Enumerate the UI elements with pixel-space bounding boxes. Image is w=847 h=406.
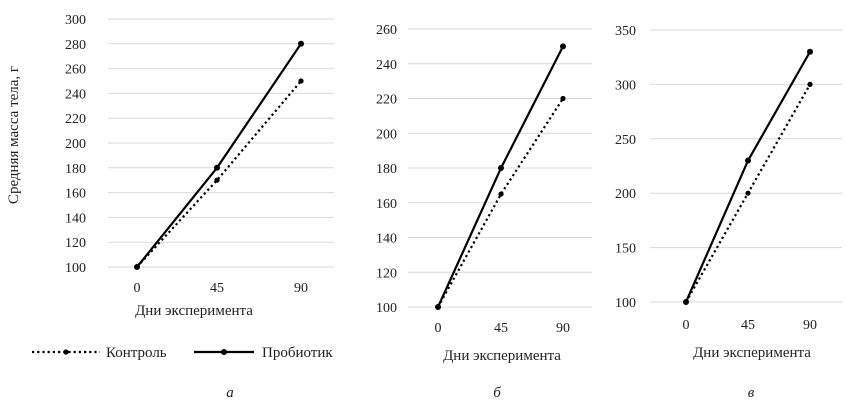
y-tick-label: 240 (65, 87, 86, 102)
data-point-control (560, 95, 566, 102)
chart-panel-b: 100 120 140 160 180 200 220 240 260 0 45 90 Дни эксп… (376, 23, 592, 401)
data-point-probiotic (683, 299, 689, 305)
data-point-probiotic (560, 43, 566, 50)
x-tick-label: 90 (803, 318, 817, 333)
y-tick-label: 260 (376, 23, 397, 38)
y-tick-label: 350 (615, 24, 636, 39)
legend-label-probiotic: Пробиотик (262, 345, 333, 361)
y-axis-title: Средняя масса тела, г (6, 66, 22, 204)
chart-panel-a: 100 120 140 160 180 200 220 240 260 280 300 0 45 90 Дн… (6, 13, 334, 401)
data-point-probiotic (214, 164, 220, 171)
y-tick-label: 300 (615, 78, 636, 93)
data-point-probiotic (745, 157, 751, 164)
x-axis-title: Дни эксперимента (693, 345, 811, 361)
data-point-probiotic (435, 304, 441, 310)
series-line-probiotic (684, 51, 811, 303)
x-axis-title: Дни эксперимента (443, 348, 561, 364)
y-tick-label: 200 (65, 137, 86, 152)
series-line-probiotic (436, 45, 564, 308)
x-tick-label: 0 (134, 281, 141, 296)
y-tick-label: 140 (376, 232, 397, 247)
data-point-probiotic (298, 40, 304, 47)
data-point-probiotic (134, 264, 140, 270)
y-tick-label: 300 (65, 13, 86, 28)
y-tick-label: 150 (615, 242, 636, 257)
y-tick-label: 280 (65, 38, 86, 53)
x-tick-label: 90 (294, 281, 308, 296)
y-tick-label: 220 (65, 112, 86, 127)
chart-panel-v: 100 150 200 250 300 350 0 45 90 Дни эксперимента в (615, 24, 842, 401)
y-tick-label: 180 (376, 162, 397, 177)
data-point-control (745, 190, 751, 196)
legend-marker-control (63, 349, 69, 355)
x-tick-label: 90 (556, 321, 570, 336)
chart-panels: 100 120 140 160 180 200 220 240 260 280 300 0 45 90 Дн… (6, 13, 842, 401)
legend-item-probiotic: Пробиотик (194, 345, 333, 361)
data-point-control (298, 78, 304, 84)
y-tick-label: 200 (376, 127, 397, 142)
series-line-control (437, 97, 564, 308)
y-tick-label: 120 (65, 236, 86, 251)
y-tick-label: 100 (65, 261, 86, 276)
y-tick-label: 160 (65, 187, 86, 202)
x-tick-label: 45 (494, 321, 508, 336)
data-point-control (807, 81, 813, 87)
data-point-control (498, 191, 504, 197)
series-line-control (136, 80, 302, 268)
x-axis-title: Дни эксперимента (135, 303, 253, 319)
panel-letter: б (493, 385, 501, 401)
y-tick-label: 100 (376, 301, 397, 316)
y-tick-label: 140 (65, 211, 86, 226)
y-tick-label: 120 (376, 266, 397, 281)
data-point-control (214, 177, 220, 183)
x-tick-label: 0 (435, 321, 442, 336)
series-line-probiotic (136, 43, 302, 268)
legend: Контроль Пробиотик (32, 345, 333, 361)
y-tick-label: 250 (615, 133, 636, 148)
x-tick-label: 45 (210, 281, 224, 296)
y-tick-label: 220 (376, 93, 397, 108)
legend-label-control: Контроль (106, 345, 167, 361)
data-point-probiotic (807, 48, 813, 55)
y-tick-label: 240 (376, 58, 397, 73)
panel-letter: а (226, 385, 234, 401)
y-tick-label: 100 (615, 296, 636, 311)
legend-marker-probiotic (221, 349, 227, 355)
data-point-probiotic (498, 165, 504, 171)
x-tick-label: 45 (741, 318, 755, 333)
y-tick-label: 180 (65, 162, 86, 177)
y-tick-label: 200 (615, 187, 636, 202)
y-tick-label: 260 (65, 63, 86, 78)
legend-item-control: Контроль (32, 345, 167, 361)
y-tick-label: 160 (376, 197, 397, 212)
x-tick-label: 0 (683, 318, 690, 333)
panel-letter: в (748, 385, 755, 401)
